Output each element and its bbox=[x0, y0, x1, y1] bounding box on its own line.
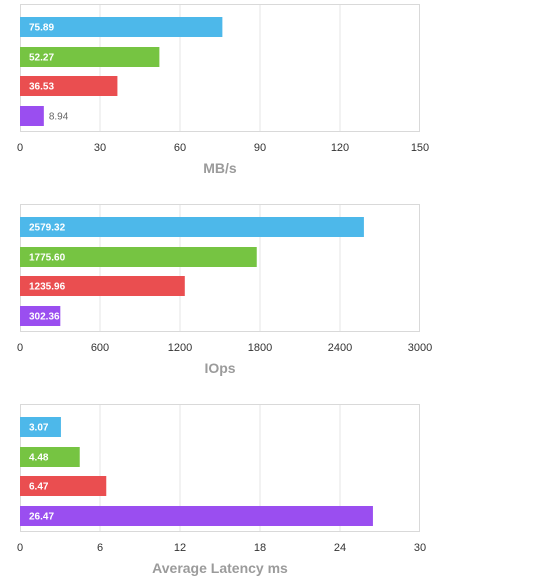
bar bbox=[20, 247, 257, 267]
x-tick-label: 600 bbox=[91, 342, 109, 354]
bar bbox=[20, 506, 373, 526]
plot-frame bbox=[20, 4, 420, 132]
bar bbox=[20, 17, 223, 37]
x-tick-label: 0 bbox=[17, 342, 23, 354]
x-tick-label: 12 bbox=[174, 542, 186, 554]
bar-value-label: 6.47 bbox=[29, 482, 49, 493]
x-tick-label: 0 bbox=[17, 142, 23, 154]
bar bbox=[20, 47, 160, 67]
bar-value-label: 75.89 bbox=[29, 23, 54, 34]
x-tick-label: 120 bbox=[331, 142, 349, 154]
bar bbox=[20, 106, 44, 126]
x-tick-label: 18 bbox=[254, 542, 266, 554]
bar-value-label: 2579.32 bbox=[29, 223, 66, 234]
bar bbox=[20, 276, 185, 296]
bar-value-label: 1775.60 bbox=[29, 253, 66, 264]
x-tick-label: 150 bbox=[411, 142, 429, 154]
x-tick-label: 30 bbox=[414, 542, 426, 554]
bar bbox=[20, 417, 61, 437]
x-axis-title: IOps bbox=[204, 360, 235, 376]
x-tick-label: 6 bbox=[97, 542, 103, 554]
x-tick-label: 60 bbox=[174, 142, 186, 154]
bar-value-label: 3.07 bbox=[29, 423, 49, 434]
bar bbox=[20, 447, 80, 467]
bar-value-label: 302.36 bbox=[29, 312, 60, 323]
bar-value-label: 4.48 bbox=[29, 453, 49, 464]
x-tick-label: 1200 bbox=[168, 342, 192, 354]
x-tick-label: 1800 bbox=[248, 342, 272, 354]
plot-frame bbox=[20, 404, 420, 532]
bar-value-label: 8.94 bbox=[49, 112, 69, 123]
x-tick-label: 0 bbox=[17, 542, 23, 554]
bar bbox=[20, 306, 61, 326]
bar bbox=[20, 76, 118, 96]
plot-frame bbox=[20, 204, 420, 332]
bar bbox=[20, 476, 107, 496]
bar-value-label: 52.27 bbox=[29, 53, 54, 64]
bar-value-label: 1235.96 bbox=[29, 282, 66, 293]
x-tick-label: 2400 bbox=[328, 342, 352, 354]
x-tick-label: 3000 bbox=[408, 342, 432, 354]
x-tick-label: 30 bbox=[94, 142, 106, 154]
x-tick-label: 24 bbox=[334, 542, 346, 554]
bar bbox=[20, 217, 364, 237]
x-tick-label: 90 bbox=[254, 142, 266, 154]
x-axis-title: MB/s bbox=[203, 160, 237, 176]
x-axis-title: Average Latency ms bbox=[152, 560, 288, 576]
bar-value-label: 26.47 bbox=[29, 512, 54, 523]
bar-value-label: 36.53 bbox=[29, 82, 54, 93]
